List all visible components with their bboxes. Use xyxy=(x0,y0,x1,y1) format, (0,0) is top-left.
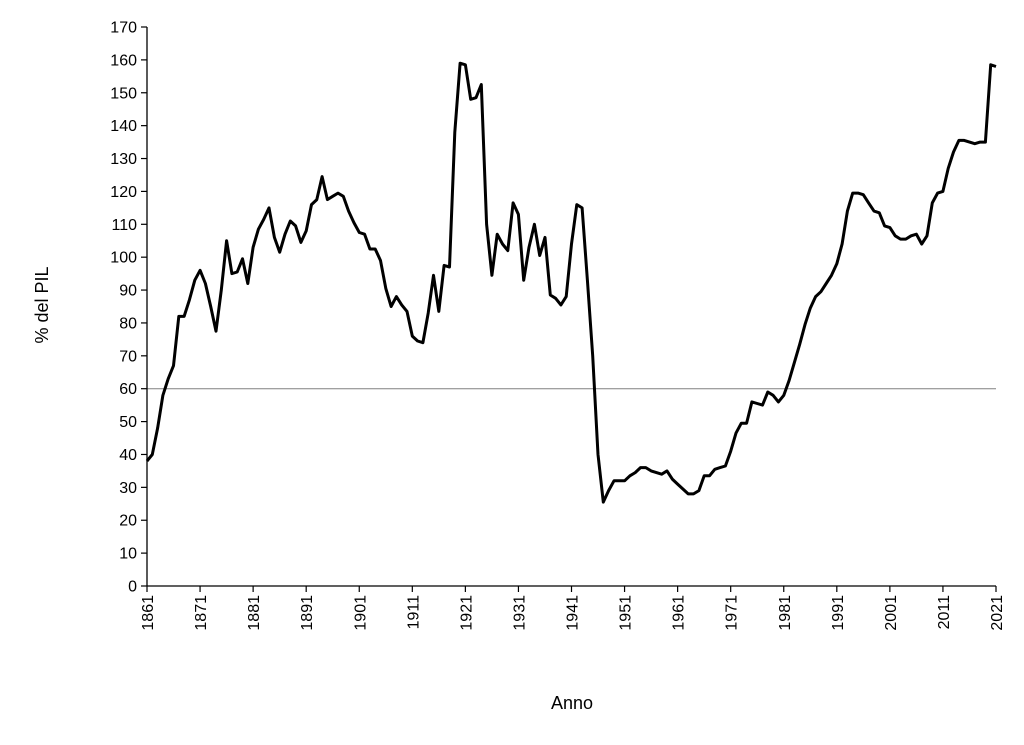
y-ticks: 0 10 20 30 40 50 60 70 80 90 100 110 120 130 140 150 160… xyxy=(110,20,147,596)
y-tick-label: 50 xyxy=(119,414,137,431)
y-tick-label: 110 xyxy=(111,217,137,234)
x-ticks: 1861 1871 1881 1891 1901 1911 1921 1931 1941 1951… xyxy=(140,586,1006,631)
y-tick-label: 70 xyxy=(119,348,137,365)
y-tick-label: 120 xyxy=(110,184,137,201)
x-tick-label: 1901 xyxy=(352,595,369,631)
x-tick-label: 2011 xyxy=(936,595,953,630)
y-tick-label: 40 xyxy=(119,447,137,464)
x-tick-label: 1961 xyxy=(671,595,688,631)
y-tick-label: 150 xyxy=(110,85,137,102)
y-tick-label: 80 xyxy=(119,315,137,332)
x-tick-label: 1891 xyxy=(299,595,316,631)
x-tick-label: 1871 xyxy=(193,595,210,631)
y-tick-label: 30 xyxy=(119,480,137,497)
x-tick-label: 1881 xyxy=(246,595,263,631)
y-tick-label: 160 xyxy=(110,52,137,69)
x-tick-label: 1931 xyxy=(511,595,528,631)
y-tick-label: 100 xyxy=(110,250,137,267)
x-tick-label: 1941 xyxy=(565,595,582,631)
series-line xyxy=(145,61,997,504)
x-tick-label: 2001 xyxy=(883,595,900,631)
x-tick-label: 1861 xyxy=(140,595,157,631)
y-tick-label: 0 xyxy=(128,579,137,596)
y-tick-label: 20 xyxy=(119,513,137,530)
y-tick-label: 60 xyxy=(119,381,137,398)
x-axis-title: Anno xyxy=(551,693,593,713)
x-tick-label: 1911 xyxy=(405,595,422,630)
x-tick-label: 1921 xyxy=(458,595,475,631)
x-tick-label: 1951 xyxy=(618,595,635,631)
y-tick-label: 140 xyxy=(110,118,137,135)
x-tick-label: 1981 xyxy=(777,595,794,631)
x-tick-label: 2021 xyxy=(989,595,1006,631)
x-tick-label: 1991 xyxy=(830,595,847,631)
y-axis-title: % del PIL xyxy=(32,266,52,343)
y-tick-label: 170 xyxy=(110,20,137,37)
y-tick-label: 90 xyxy=(119,283,137,300)
y-tick-label: 10 xyxy=(119,546,137,563)
x-tick-label: 1971 xyxy=(724,595,741,631)
y-tick-label: 130 xyxy=(110,151,137,168)
